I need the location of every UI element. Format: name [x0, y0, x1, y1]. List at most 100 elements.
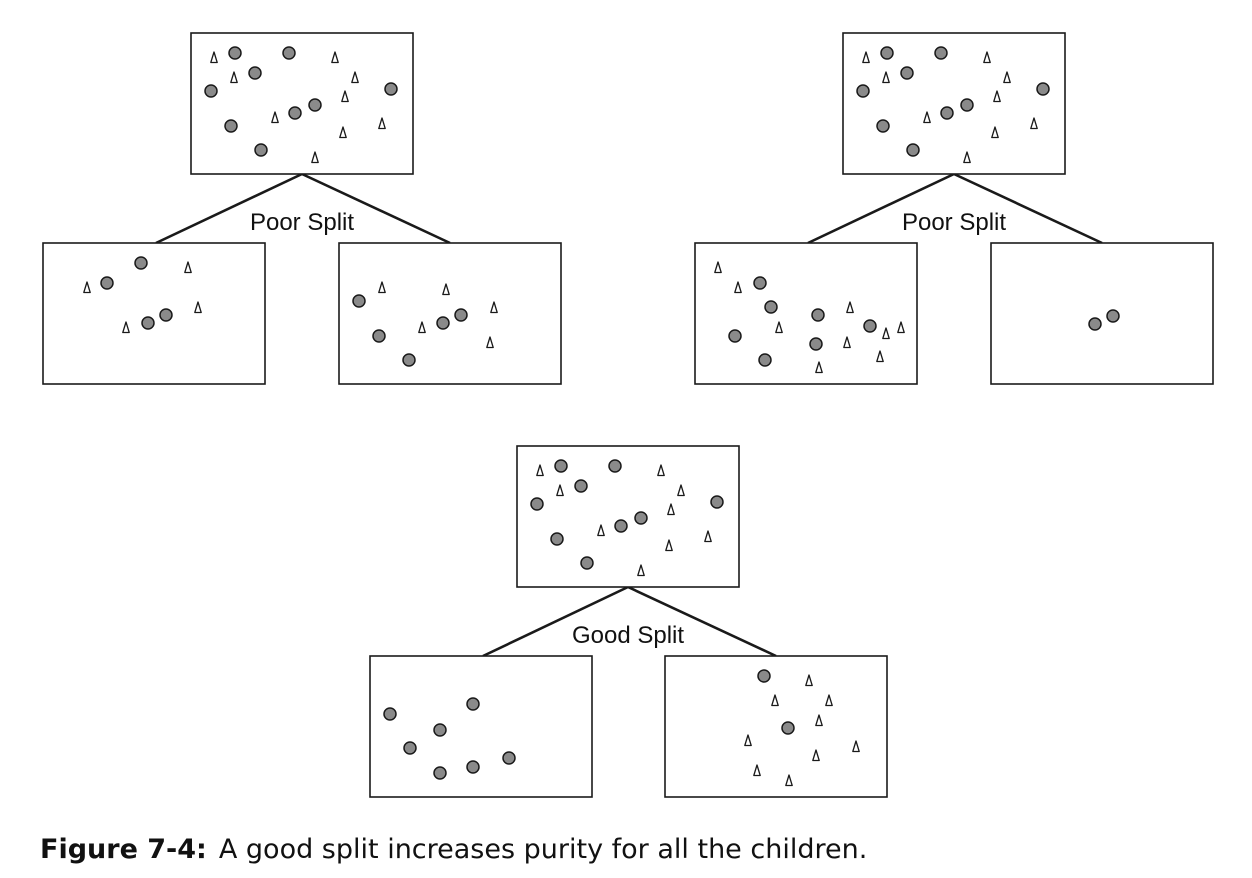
left-child-point-circle: [134, 256, 148, 270]
right-child-point-circle: [402, 353, 416, 367]
parent-point-triangle: [339, 126, 347, 139]
left-child-point-circle: [811, 308, 825, 322]
parent-point-triangle: [378, 117, 386, 130]
left-child-box: [42, 242, 266, 385]
connector-line-left: [155, 172, 303, 245]
right-child-point-triangle: [825, 694, 833, 707]
right-child-point-circle: [352, 294, 366, 308]
parent-point-triangle: [597, 524, 605, 537]
right-child-point-triangle: [418, 321, 426, 334]
left-child-box: [694, 242, 918, 385]
left-child-point-circle: [753, 276, 767, 290]
left-child-point-triangle: [194, 301, 202, 314]
right-child-point-circle: [1106, 309, 1120, 323]
left-child-box: [369, 655, 593, 798]
parent-point-circle: [288, 106, 302, 120]
left-child-point-circle: [433, 766, 447, 780]
parent-point-triangle: [963, 151, 971, 164]
left-child-point-circle: [159, 308, 173, 322]
right-child-point-circle: [1088, 317, 1102, 331]
connector-line-right: [953, 172, 1103, 245]
parent-point-circle: [574, 479, 588, 493]
parent-point-triangle: [1030, 117, 1038, 130]
left-child-point-circle: [433, 723, 447, 737]
parent-point-circle: [940, 106, 954, 120]
parent-point-circle: [530, 497, 544, 511]
parent-point-circle: [960, 98, 974, 112]
parent-point-triangle: [862, 51, 870, 64]
left-child-point-triangle: [882, 327, 890, 340]
parent-point-triangle: [704, 530, 712, 543]
parent-point-triangle: [983, 51, 991, 64]
right-child-box: [664, 655, 888, 798]
connector-line-right: [627, 585, 777, 658]
split-diagram: Poor Split Poor Split Good Split: [42, 32, 1214, 798]
left-child-point-circle: [502, 751, 516, 765]
right-child-point-triangle: [771, 694, 779, 707]
parent-point-circle: [880, 46, 894, 60]
parent-point-circle: [1036, 82, 1050, 96]
parent-point-triangle: [991, 126, 999, 139]
left-child-point-triangle: [714, 261, 722, 274]
parent-point-triangle: [637, 564, 645, 577]
connector-line-left: [807, 172, 955, 245]
left-child-point-triangle: [876, 350, 884, 363]
right-child-point-triangle: [753, 764, 761, 777]
parent-point-triangle: [271, 111, 279, 124]
left-child-point-circle: [758, 353, 772, 367]
left-child-point-triangle: [734, 281, 742, 294]
parent-point-triangle: [556, 484, 564, 497]
split-label-poor-1: Poor Split: [250, 209, 354, 236]
split-label-poor-2: Poor Split: [902, 209, 1006, 236]
parent-point-circle: [608, 459, 622, 473]
left-child-point-triangle: [184, 261, 192, 274]
parent-point-triangle: [882, 71, 890, 84]
parent-point-triangle: [923, 111, 931, 124]
right-child-point-circle: [757, 669, 771, 683]
parent-point-circle: [710, 495, 724, 509]
parent-point-circle: [614, 519, 628, 533]
left-child-point-circle: [141, 316, 155, 330]
left-child-point-triangle: [122, 321, 130, 334]
left-child-point-triangle: [897, 321, 905, 334]
right-child-point-triangle: [378, 281, 386, 294]
right-child-point-circle: [436, 316, 450, 330]
left-child-point-circle: [809, 337, 823, 351]
left-child-point-triangle: [815, 361, 823, 374]
parent-point-circle: [248, 66, 262, 80]
split-tree-poor-2: Poor Split: [694, 32, 1214, 385]
parent-point-circle: [254, 143, 268, 157]
parent-point-triangle: [230, 71, 238, 84]
connector-line-right: [301, 172, 451, 245]
left-child-point-triangle: [83, 281, 91, 294]
parent-point-triangle: [677, 484, 685, 497]
left-child-point-triangle: [775, 321, 783, 334]
left-child-point-circle: [764, 300, 778, 314]
parent-point-circle: [634, 511, 648, 525]
parent-point-circle: [550, 532, 564, 546]
parent-point-circle: [228, 46, 242, 60]
right-child-point-triangle: [744, 734, 752, 747]
split-tree-poor-1: Poor Split: [42, 32, 562, 385]
parent-point-circle: [554, 459, 568, 473]
left-child-point-circle: [728, 329, 742, 343]
split-label-good: Good Split: [572, 622, 684, 649]
parent-node-box: [842, 32, 1066, 175]
parent-point-circle: [876, 119, 890, 133]
parent-point-triangle: [311, 151, 319, 164]
parent-point-circle: [308, 98, 322, 112]
parent-point-circle: [224, 119, 238, 133]
parent-point-circle: [384, 82, 398, 96]
parent-point-triangle: [210, 51, 218, 64]
parent-point-circle: [900, 66, 914, 80]
connector-line-left: [482, 585, 629, 658]
right-child-point-triangle: [805, 674, 813, 687]
right-child-point-triangle: [442, 283, 450, 296]
parent-point-circle: [934, 46, 948, 60]
left-child-point-circle: [466, 760, 480, 774]
parent-point-circle: [580, 556, 594, 570]
parent-point-triangle: [667, 503, 675, 516]
right-child-point-circle: [781, 721, 795, 735]
figure-caption: Figure 7-4: A good split increases purity…: [40, 834, 1230, 865]
left-child-point-triangle: [843, 336, 851, 349]
